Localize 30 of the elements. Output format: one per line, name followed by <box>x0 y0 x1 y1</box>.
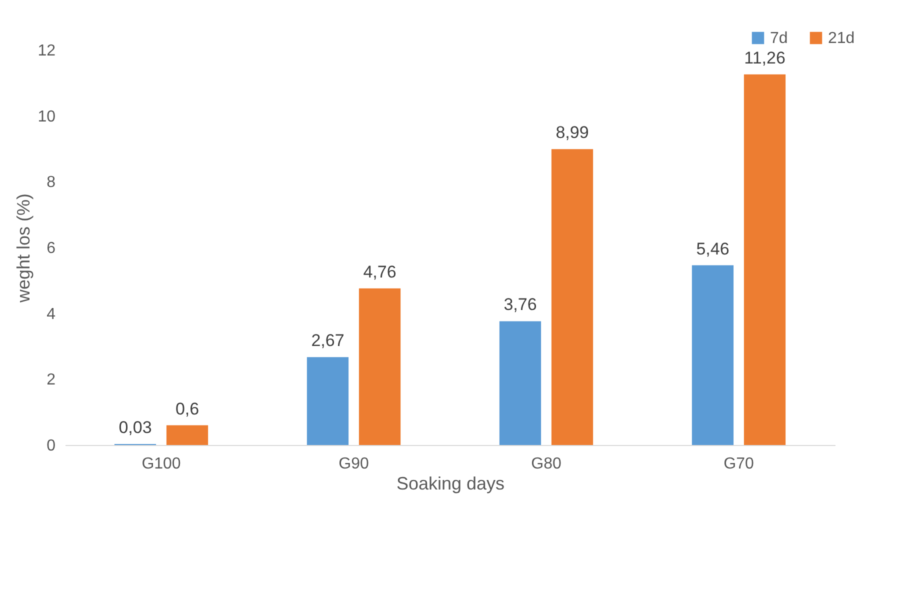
x-tick-label: G70 <box>724 456 754 472</box>
bar <box>744 74 786 445</box>
bar <box>499 321 542 445</box>
y-tick-label: 4 <box>46 306 56 323</box>
y-axis-title: weght los (%) <box>14 193 34 304</box>
y-tick-label: 8 <box>46 174 56 192</box>
x-tick-label: G100 <box>142 456 181 472</box>
data-label: 3,76 <box>504 295 537 314</box>
bar <box>692 265 734 445</box>
data-label: 4,76 <box>363 262 396 282</box>
data-label: 8,99 <box>556 123 589 142</box>
data-label: 2,67 <box>311 331 344 350</box>
x-axis-title: Soaking days <box>396 474 505 494</box>
y-tick-label: 12 <box>38 42 56 60</box>
y-tick-label: 6 <box>46 240 56 257</box>
bar <box>551 149 594 445</box>
data-label: 5,46 <box>696 239 730 258</box>
y-tick-label: 0 <box>46 438 56 454</box>
data-label: 0,6 <box>175 399 200 418</box>
x-tick-label: G90 <box>338 456 369 472</box>
data-label: 11,26 <box>744 48 786 68</box>
legend-label: 7d <box>770 30 788 47</box>
x-tick-label: G80 <box>531 456 562 472</box>
bar <box>166 425 208 445</box>
legend-label: 21d <box>828 30 855 47</box>
y-tick-label: 10 <box>38 108 56 126</box>
data-label: 0,03 <box>118 418 152 438</box>
y-tick-label: 2 <box>46 372 56 389</box>
bar <box>358 288 401 445</box>
bar <box>306 357 349 445</box>
